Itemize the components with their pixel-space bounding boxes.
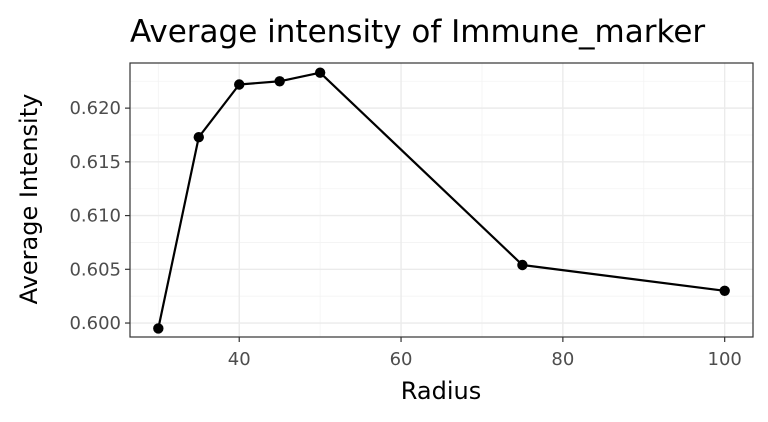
series-line xyxy=(157,71,725,329)
data-point xyxy=(153,323,164,334)
data-point xyxy=(234,79,245,90)
y-tick-label: 0.610 xyxy=(69,206,121,227)
data-point xyxy=(274,76,285,87)
x-tick-label: 40 xyxy=(228,349,251,370)
x-tick-label: 60 xyxy=(390,349,413,370)
y-tick-label: 0.615 xyxy=(69,152,121,173)
data-series xyxy=(153,67,730,334)
x-tick-label: 80 xyxy=(551,349,574,370)
x-axis-title: Radius xyxy=(401,377,481,405)
y-axis-title: Average Intensity xyxy=(15,94,43,305)
data-point xyxy=(314,67,326,78)
y-tick-label: 0.600 xyxy=(69,313,121,334)
y-tick-label: 0.620 xyxy=(69,98,121,119)
plot-panel-border xyxy=(129,62,754,338)
y-tick-label: 0.605 xyxy=(69,259,121,280)
data-point xyxy=(719,285,730,296)
axes: 40 60 80 100 0.600 0.605 0.610 0.615 0.620 xyxy=(69,98,741,370)
data-point xyxy=(517,259,528,271)
data-point xyxy=(193,131,204,143)
x-tick-label: 100 xyxy=(708,349,742,370)
chart-title: Average intensity of Immune_marker xyxy=(130,14,705,50)
grid-lines xyxy=(130,63,753,337)
